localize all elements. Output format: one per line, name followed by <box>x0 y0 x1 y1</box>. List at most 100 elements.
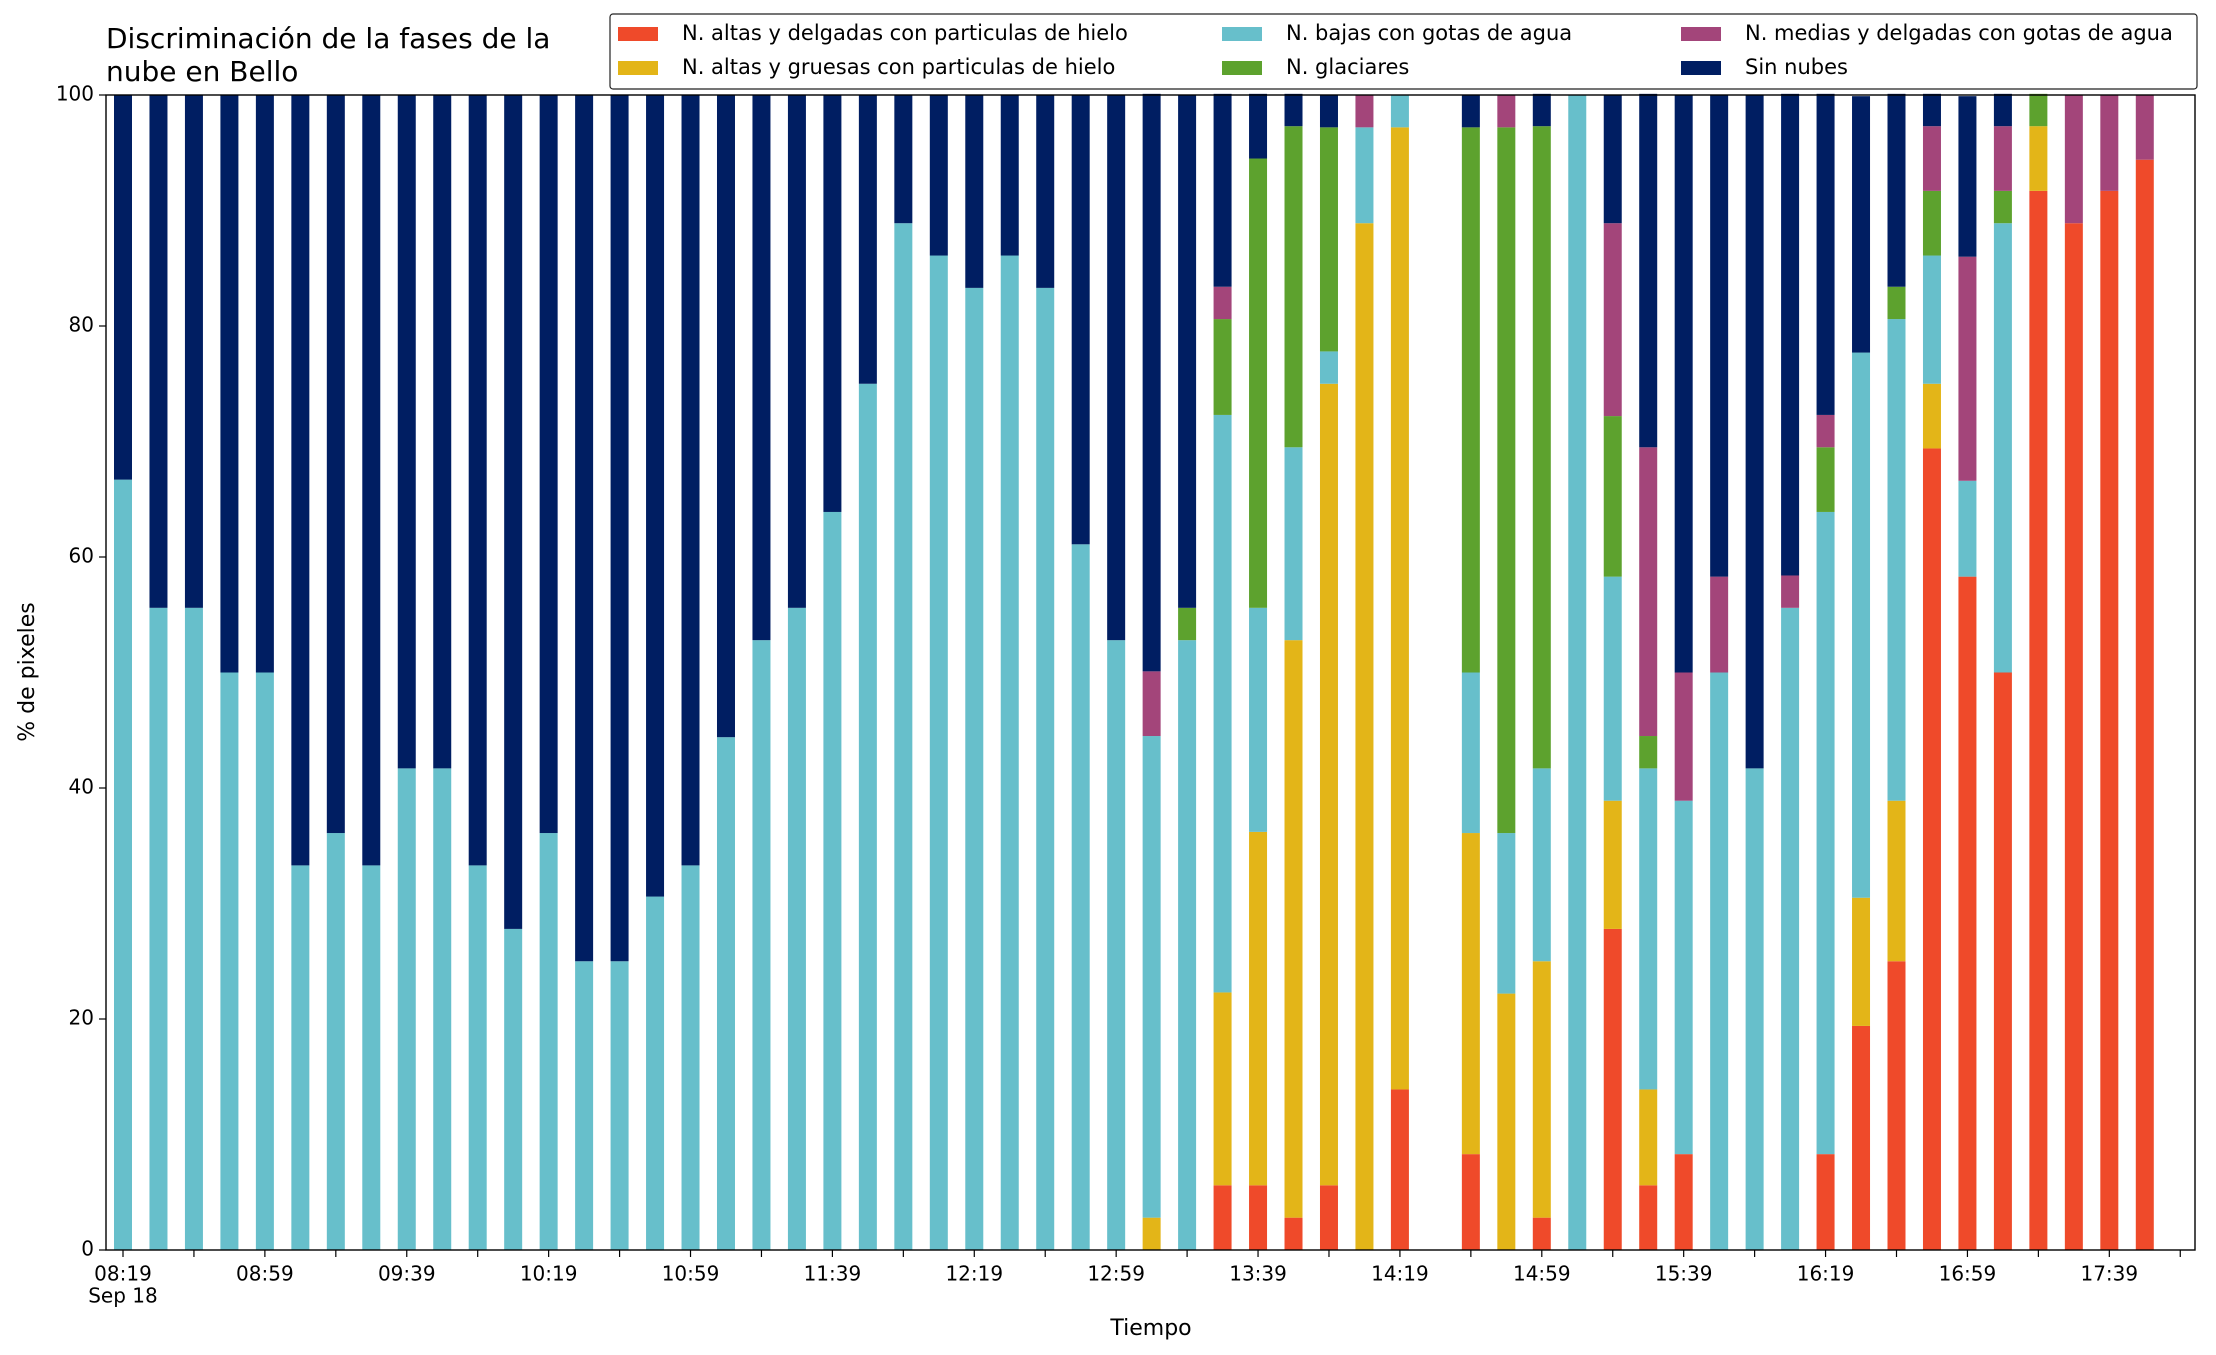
bar-segment <box>1178 640 1197 1250</box>
x-tick-label: 13:39 <box>1229 1262 1287 1286</box>
x-tick-label: 10:19 <box>520 1262 578 1286</box>
bar-segment <box>1887 93 1906 287</box>
bar-segment <box>1142 736 1161 1218</box>
bar-segment <box>1887 319 1906 801</box>
bar-segment <box>504 928 523 1250</box>
bar-segment <box>823 511 842 1251</box>
bar-segment <box>1922 190 1941 256</box>
x-tick-label: 11:39 <box>804 1262 862 1286</box>
bar-segment <box>1674 800 1693 1155</box>
bar-segment <box>1639 93 1658 448</box>
x-tick-label: 10:59 <box>662 1262 720 1286</box>
bar-segment <box>1816 447 1835 512</box>
y-tick-label: 0 <box>81 1237 94 1261</box>
bar-segment <box>1532 93 1551 127</box>
bar-segment <box>1674 1154 1693 1250</box>
bar-segment <box>1993 93 2012 127</box>
bar-segment <box>1213 319 1232 415</box>
x-tick-label: 08:59 <box>236 1262 294 1286</box>
bar-segment <box>1958 256 1977 481</box>
bar-segment <box>1036 287 1055 1250</box>
bar-segment <box>2064 95 2083 224</box>
x-tick-label: 16:19 <box>1797 1262 1855 1286</box>
bar-segment <box>681 95 700 866</box>
legend-label: N. altas y gruesas con particulas de hie… <box>682 55 1115 79</box>
bar-segment <box>1107 640 1126 1250</box>
x-tick-label: 08:19 <box>94 1262 152 1286</box>
bar-segment <box>2100 190 2119 1251</box>
bar-segment <box>1958 480 1977 577</box>
bar-segment <box>1319 383 1338 1186</box>
legend-swatch <box>1222 61 1262 75</box>
bar-segment <box>1993 190 2012 224</box>
bar-segment <box>1213 93 1232 287</box>
bar-segment <box>1993 672 2012 1250</box>
bar-segment <box>1852 1025 1871 1250</box>
bar-segment <box>1674 672 1693 801</box>
bar-segment <box>1249 93 1268 159</box>
bar-segment <box>1887 961 1906 1250</box>
bar-segment <box>1497 993 1516 1250</box>
bar-segment <box>184 607 203 1250</box>
legend-swatch <box>1681 27 1721 41</box>
bar-segment <box>858 383 877 1250</box>
bar-segment <box>2100 95 2119 191</box>
bar-segment <box>539 833 558 1250</box>
x-tick-label: 15:39 <box>1655 1262 1713 1286</box>
bar-segment <box>1922 448 1941 1250</box>
bar-segment <box>255 95 274 673</box>
bar-segment <box>894 95 913 224</box>
bar-segment <box>752 640 771 1250</box>
y-tick-label: 40 <box>69 775 94 799</box>
bar-segment <box>1674 95 1693 673</box>
bar-segment <box>1887 800 1906 962</box>
bar-segment <box>1745 768 1764 1250</box>
bar-segment <box>114 95 132 480</box>
bar-segment <box>326 95 345 834</box>
bar-segment <box>646 95 665 897</box>
x-tick-label: 17:39 <box>2080 1262 2138 1286</box>
plot-frame <box>105 94 2196 1251</box>
y-tick-label: 20 <box>69 1006 94 1030</box>
bar-segment <box>1603 800 1622 929</box>
bar-segment <box>1355 127 1374 224</box>
bar-segment <box>291 95 310 866</box>
bar-segment <box>1213 1185 1232 1250</box>
bar-segment <box>184 95 203 608</box>
bar-segment <box>149 607 168 1250</box>
bar-segment <box>1497 127 1516 834</box>
bar-segment <box>787 607 806 1250</box>
bar-segment <box>2064 223 2083 1251</box>
bar-segment <box>575 961 594 1250</box>
bar-segment <box>2029 93 2048 127</box>
legend-label: N. glaciares <box>1286 55 1409 79</box>
bar-segment <box>1461 1154 1480 1250</box>
bar-segment <box>646 896 665 1250</box>
bar-segment <box>397 95 416 769</box>
bar-segment <box>1284 93 1303 127</box>
bar-segment <box>1390 95 1409 128</box>
bar-segment <box>1887 286 1906 320</box>
bar-segment <box>1603 576 1622 801</box>
bar-segment <box>1532 126 1551 769</box>
bar-segment <box>1249 831 1268 1186</box>
x-tick-label: 12:59 <box>1087 1262 1145 1286</box>
bar-segment <box>610 961 629 1250</box>
bar-segment <box>1568 95 1587 1250</box>
bar-segment <box>1461 95 1480 128</box>
bar-segment <box>681 865 700 1250</box>
bar-segment <box>220 95 239 673</box>
bar-segment <box>114 479 132 1250</box>
bar-segment <box>1852 96 1871 353</box>
x-tick-label: 16:59 <box>1939 1262 1997 1286</box>
bar-segment <box>504 95 523 929</box>
bar-segment <box>575 95 594 962</box>
bar-segment <box>1745 95 1764 769</box>
bar-segment <box>1461 833 1480 1155</box>
bar-segment <box>1319 127 1338 352</box>
bar-segment <box>1284 447 1303 641</box>
bar-segment <box>291 865 310 1250</box>
bar-segment <box>1000 95 1019 256</box>
bar-segment <box>1781 93 1800 576</box>
